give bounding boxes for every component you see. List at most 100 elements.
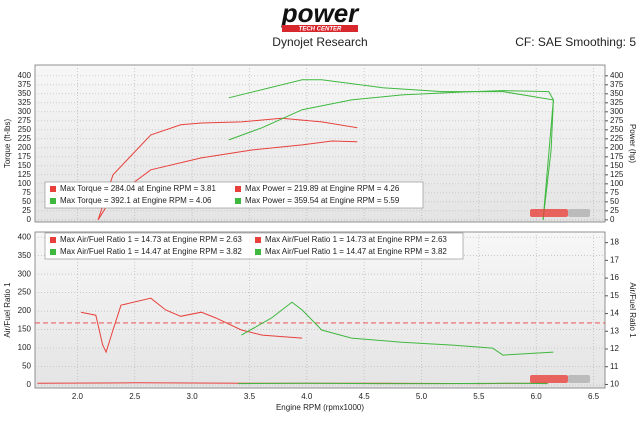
legend-label: Max Torque = 284.04 at Engine RPM = 3.81	[60, 184, 217, 193]
y-tick-label: 225	[18, 134, 32, 143]
legend-label: Max Power = 359.54 at Engine RPM = 5.59	[245, 196, 400, 205]
x-tick-label: 4.5	[359, 392, 371, 401]
y2-tick-label: 275	[610, 116, 624, 125]
y2-tick-label: 12	[610, 344, 619, 353]
settings: CF: SAE Smoothing: 5	[515, 35, 636, 49]
y2-tick-label: 15	[610, 291, 619, 300]
y-tick-label: 200	[18, 143, 32, 152]
y2-tick-label: 325	[610, 98, 624, 107]
y-tick-label: 150	[18, 325, 32, 334]
y-tick-label: 25	[22, 206, 31, 215]
report-title: Dynojet Research	[272, 35, 367, 49]
legend-label: Max Power = 219.89 at Engine RPM = 4.26	[245, 184, 400, 193]
y-tick-label: 275	[18, 116, 32, 125]
y-tick-label: 200	[18, 306, 32, 315]
y-tick-label: 100	[18, 179, 32, 188]
x-tick-label: 2.5	[129, 392, 141, 401]
legend-box	[44, 181, 424, 209]
y2-tick-label: 13	[610, 326, 619, 335]
y2-tick-label: 14	[610, 309, 619, 318]
legend-swatch	[50, 186, 56, 192]
y2-tick-label: 250	[610, 125, 624, 134]
y2-tick-label: 11	[610, 362, 619, 371]
y-tick-label: 400	[18, 71, 32, 80]
y-axis-label: Torque (ft-lbs)	[3, 118, 12, 168]
series-line	[241, 301, 554, 356]
watermark	[530, 375, 568, 383]
y-tick-label: 50	[22, 197, 31, 206]
legend-label: Max Air/Fuel Ratio 1 = 14.73 at Engine R…	[265, 235, 447, 244]
y-tick-label: 300	[18, 269, 32, 278]
y2-tick-label: 175	[610, 152, 624, 161]
y-tick-label: 300	[18, 107, 32, 116]
y2-tick-label: 125	[610, 170, 624, 179]
y2-tick-label: 200	[610, 143, 624, 152]
y-tick-label: 350	[18, 89, 32, 98]
logo-band	[282, 25, 358, 32]
legend-label: Max Air/Fuel Ratio 1 = 14.47 at Engine R…	[60, 247, 242, 256]
x-tick-label: 3.5	[244, 392, 256, 401]
y2-tick-label: 25	[610, 206, 619, 215]
series-line	[228, 79, 554, 220]
y-tick-label: 150	[18, 161, 32, 170]
watermark-tail	[568, 209, 590, 217]
y-tick-label: 0	[27, 380, 32, 389]
y-tick-label: 125	[18, 170, 32, 179]
legend-box	[44, 232, 464, 260]
y2-tick-label: 400	[610, 71, 624, 80]
legend-label: Max Torque = 392.1 at Engine RPM = 4.06	[60, 196, 212, 205]
y2-axis-label: Power (hp)	[628, 124, 637, 163]
series-line	[80, 297, 303, 354]
y2-tick-label: 17	[610, 255, 619, 264]
y2-tick-label: 75	[610, 188, 619, 197]
x-tick-label: 2.0	[72, 392, 84, 401]
logo: power	[281, 0, 360, 28]
y2-tick-label: 50	[610, 197, 619, 206]
x-axis-label: Engine RPM (rpmx1000)	[276, 403, 364, 412]
x-tick-label: 6.5	[588, 392, 600, 401]
y2-axis-label: Air/Fuel Ratio 1	[628, 282, 637, 338]
series-line	[228, 90, 554, 220]
y-tick-label: 0	[27, 215, 32, 224]
y2-tick-label: 16	[610, 273, 619, 282]
legend-swatch	[255, 249, 261, 255]
watermark-tail	[568, 375, 590, 383]
x-tick-label: 5.5	[473, 392, 485, 401]
y2-tick-label: 18	[610, 238, 619, 247]
legend-swatch	[50, 198, 56, 204]
y-tick-label: 325	[18, 98, 32, 107]
x-tick-label: 3.0	[187, 392, 199, 401]
x-tick-label: 6.0	[531, 392, 543, 401]
y-tick-label: 400	[18, 232, 32, 241]
y2-tick-label: 375	[610, 80, 624, 89]
y-tick-label: 350	[18, 251, 32, 260]
legend-swatch	[50, 237, 56, 243]
y-axis-label: Air/Fuel Ratio 1	[3, 282, 12, 338]
y2-tick-label: 225	[610, 134, 624, 143]
legend-label: Max Air/Fuel Ratio 1 = 14.73 at Engine R…	[60, 235, 242, 244]
y2-tick-label: 300	[610, 107, 624, 116]
y2-tick-label: 150	[610, 161, 624, 170]
x-tick-label: 5.0	[416, 392, 428, 401]
y-tick-label: 50	[22, 362, 31, 371]
watermark	[530, 209, 568, 217]
y-tick-label: 250	[18, 288, 32, 297]
y-tick-label: 375	[18, 80, 32, 89]
legend-swatch	[235, 198, 241, 204]
y2-tick-label: 100	[610, 179, 624, 188]
legend-swatch	[255, 237, 261, 243]
y-tick-label: 100	[18, 343, 32, 352]
legend-swatch	[235, 186, 241, 192]
logo-subtitle: TECH CENTER	[299, 26, 342, 32]
legend-swatch	[50, 249, 56, 255]
y2-tick-label: 10	[610, 380, 619, 389]
y-tick-label: 175	[18, 152, 32, 161]
x-tick-label: 4.0	[301, 392, 313, 401]
y-tick-label: 75	[22, 188, 31, 197]
y2-tick-label: 0	[610, 215, 615, 224]
legend-label: Max Air/Fuel Ratio 1 = 14.47 at Engine R…	[265, 247, 447, 256]
y-tick-label: 250	[18, 125, 32, 134]
series-line	[97, 117, 358, 220]
y2-tick-label: 350	[610, 89, 624, 98]
